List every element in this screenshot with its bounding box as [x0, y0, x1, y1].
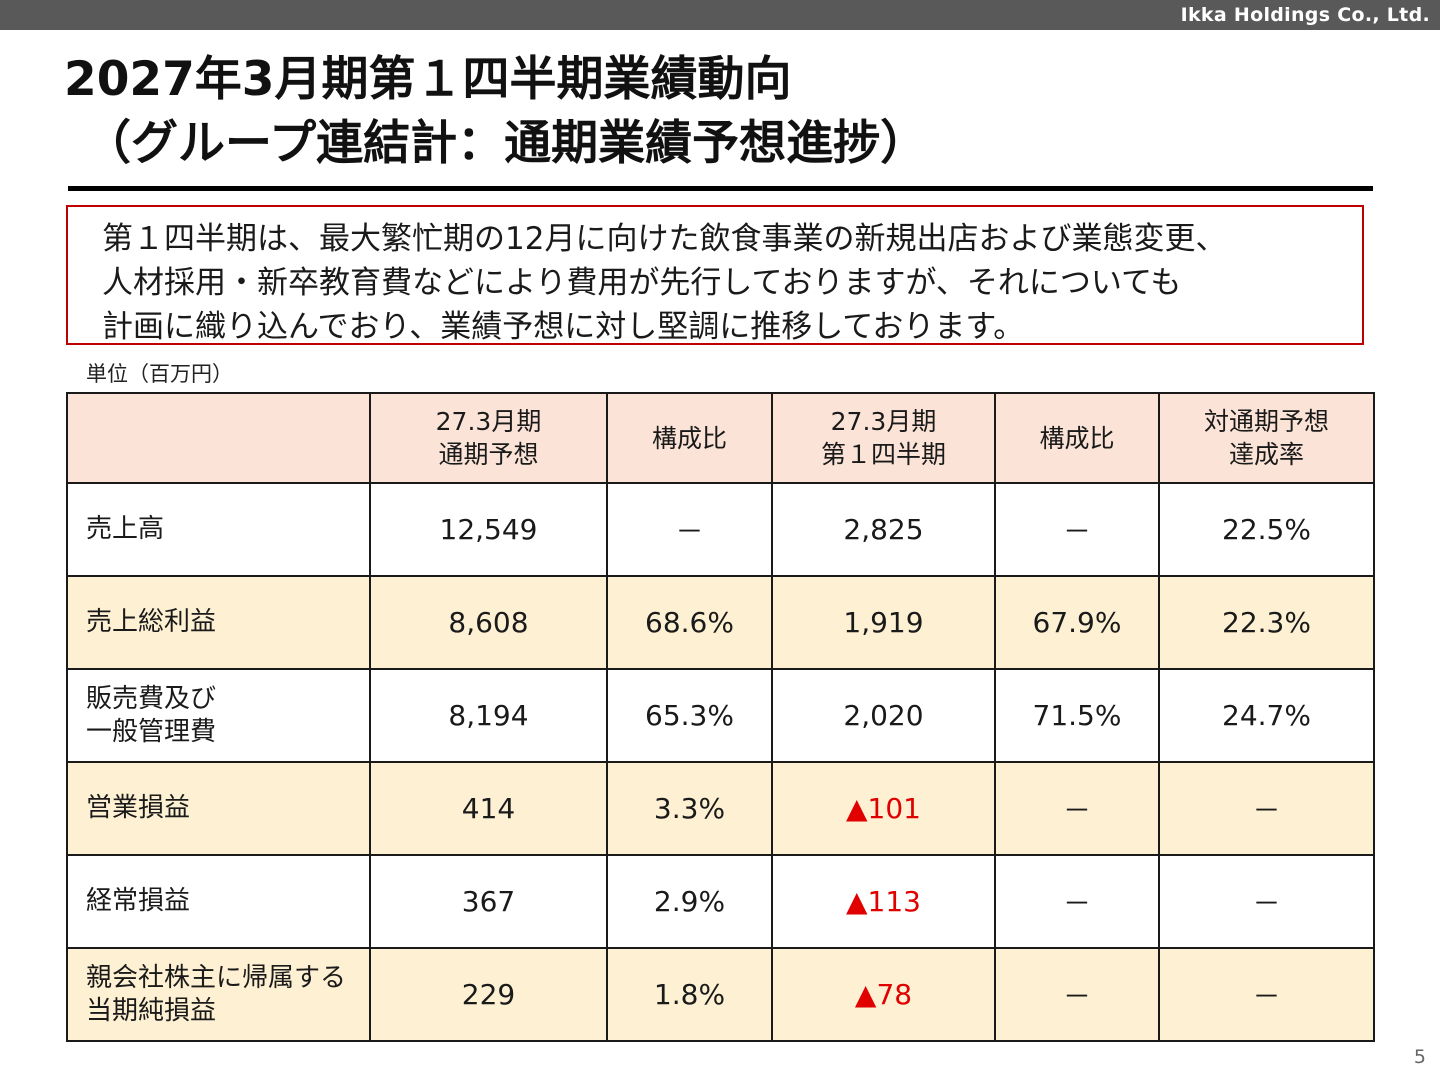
header-cell-item — [66, 392, 371, 484]
cell-ratio-q1: － — [994, 854, 1160, 949]
row-label-text: 売上総利益 — [86, 607, 217, 637]
cell-ratio-forecast: － — [606, 482, 773, 577]
cell-ratio-q1: － — [994, 482, 1160, 577]
header-text: 27.3月期 — [830, 407, 937, 436]
header-text: 第１四半期 — [820, 440, 946, 469]
top-bar: Ikka Holdings Co., Ltd. — [0, 0, 1440, 30]
financial-table: 27.3月期 通期予想 構成比 27.3月期 第１四半期 構成比 対通期予想 達… — [66, 392, 1375, 1042]
row-label: 売上総利益 — [66, 575, 371, 670]
header-cell-ratio-forecast: 構成比 — [606, 392, 773, 484]
row-label-text: 一般管理費 — [86, 716, 217, 747]
row-label: 販売費及び 一般管理費 — [66, 668, 371, 763]
table-row: 売上総利益 8,608 68.6% 1,919 67.9% 22.3% — [66, 575, 1375, 670]
company-name: Ikka Holdings Co., Ltd. — [1180, 4, 1430, 26]
header-cell-q1: 27.3月期 第１四半期 — [771, 392, 996, 484]
table-row: 販売費及び 一般管理費 8,194 65.3% 2,020 71.5% 24.7… — [66, 668, 1375, 763]
header-cell-achievement: 対通期予想 達成率 — [1158, 392, 1375, 484]
row-label-text: 売上高 — [86, 514, 165, 544]
cell-ratio-forecast: 1.8% — [606, 947, 773, 1042]
header-text: 27.3月期 — [435, 407, 542, 436]
cell-forecast: 367 — [369, 854, 608, 949]
row-label: 経常損益 — [66, 854, 371, 949]
row-label-text: 販売費及び — [86, 683, 217, 714]
cell-q1-negative: ▲101 — [771, 761, 996, 856]
summary-line: 計画に織り込んでおり、業績予想に対し堅調に推移しております。 — [102, 309, 1025, 345]
table-row: 親会社株主に帰属する 当期純損益 229 1.8% ▲78 － － — [66, 947, 1375, 1042]
page-number: 5 — [1413, 1046, 1426, 1068]
cell-achievement: 22.5% — [1158, 482, 1375, 577]
cell-forecast: 414 — [369, 761, 608, 856]
header-text: 対通期予想 — [1203, 407, 1329, 436]
summary-line: 人材採用・新卒教育費などにより費用が先行しておりますが、それについても — [102, 265, 1182, 301]
table-row: 売上高 12,549 － 2,825 － 22.5% — [66, 482, 1375, 577]
cell-forecast: 8,194 — [369, 668, 608, 763]
cell-q1: 1,919 — [771, 575, 996, 670]
header-cell-forecast: 27.3月期 通期予想 — [369, 392, 608, 484]
cell-ratio-q1: － — [994, 947, 1160, 1042]
header-text: 通期予想 — [438, 440, 539, 469]
cell-ratio-forecast: 65.3% — [606, 668, 773, 763]
unit-label: 単位（百万円） — [86, 362, 233, 386]
cell-ratio-forecast: 3.3% — [606, 761, 773, 856]
table-row: 営業損益 414 3.3% ▲101 － － — [66, 761, 1375, 856]
table-header-row: 27.3月期 通期予想 構成比 27.3月期 第１四半期 構成比 対通期予想 達… — [66, 392, 1375, 484]
title-line-1: 2027年3月期第１四半期業績動向 — [64, 52, 792, 107]
row-label-text: 当期純損益 — [86, 995, 217, 1026]
header-text: 構成比 — [651, 423, 727, 453]
title-line-2: （グループ連結計：通期業績予想進捗） — [84, 116, 928, 171]
table-row: 経常損益 367 2.9% ▲113 － － — [66, 854, 1375, 949]
header-text: 構成比 — [1039, 423, 1115, 453]
cell-ratio-q1: 71.5% — [994, 668, 1160, 763]
row-label: 売上高 — [66, 482, 371, 577]
cell-q1-negative: ▲113 — [771, 854, 996, 949]
cell-achievement: － — [1158, 947, 1375, 1042]
summary-line: 第１四半期は、最大繁忙期の12月に向けた飲食事業の新規出店および業態変更、 — [102, 221, 1227, 257]
cell-q1-negative: ▲78 — [771, 947, 996, 1042]
cell-q1: 2,825 — [771, 482, 996, 577]
row-label-text: 親会社株主に帰属する — [86, 962, 347, 993]
cell-forecast: 8,608 — [369, 575, 608, 670]
summary-box: 第１四半期は、最大繁忙期の12月に向けた飲食事業の新規出店および業態変更、 人材… — [66, 205, 1364, 345]
page-title: 2027年3月期第１四半期業績動向 （グループ連結計：通期業績予想進捗） — [64, 48, 927, 176]
row-label-text: 営業損益 — [86, 793, 191, 823]
cell-ratio-q1: 67.9% — [994, 575, 1160, 670]
row-label: 親会社株主に帰属する 当期純損益 — [66, 947, 371, 1042]
cell-ratio-forecast: 68.6% — [606, 575, 773, 670]
row-label: 営業損益 — [66, 761, 371, 856]
cell-ratio-forecast: 2.9% — [606, 854, 773, 949]
cell-forecast: 229 — [369, 947, 608, 1042]
row-label-text: 経常損益 — [86, 886, 191, 916]
cell-forecast: 12,549 — [369, 482, 608, 577]
title-divider — [68, 186, 1373, 191]
header-cell-ratio-q1: 構成比 — [994, 392, 1160, 484]
cell-q1: 2,020 — [771, 668, 996, 763]
cell-ratio-q1: － — [994, 761, 1160, 856]
cell-achievement: － — [1158, 854, 1375, 949]
cell-achievement: 22.3% — [1158, 575, 1375, 670]
header-text: 達成率 — [1228, 440, 1304, 469]
cell-achievement: 24.7% — [1158, 668, 1375, 763]
cell-achievement: － — [1158, 761, 1375, 856]
